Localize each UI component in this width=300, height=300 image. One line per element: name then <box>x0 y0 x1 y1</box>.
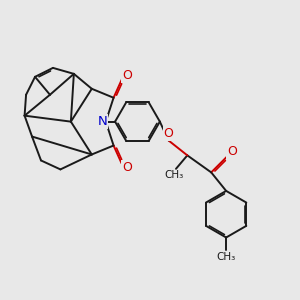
Text: CH₃: CH₃ <box>217 252 236 262</box>
Text: CH₃: CH₃ <box>165 170 184 180</box>
Text: N: N <box>97 115 107 128</box>
Text: O: O <box>227 145 237 158</box>
Text: O: O <box>164 128 173 140</box>
Text: O: O <box>122 161 132 174</box>
Text: O: O <box>122 69 132 82</box>
